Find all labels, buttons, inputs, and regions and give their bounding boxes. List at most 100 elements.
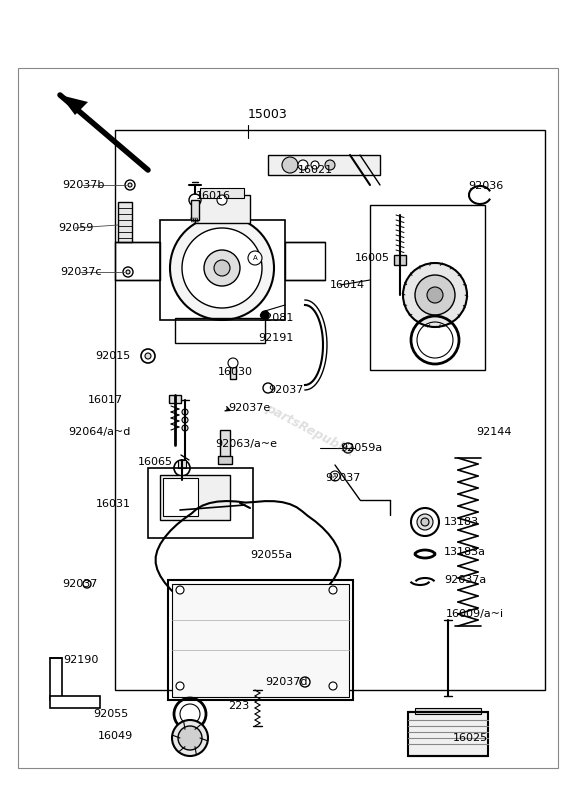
Bar bbox=[115, 242, 160, 280]
Bar bbox=[178, 460, 186, 468]
Circle shape bbox=[300, 677, 310, 687]
Bar bbox=[200, 188, 244, 198]
Circle shape bbox=[182, 409, 188, 415]
Text: 16030: 16030 bbox=[218, 367, 253, 377]
Bar bbox=[18, 68, 558, 768]
Bar bbox=[50, 696, 100, 708]
Text: 16025: 16025 bbox=[453, 733, 488, 743]
Circle shape bbox=[174, 460, 190, 476]
Circle shape bbox=[427, 287, 443, 303]
Text: 92191: 92191 bbox=[258, 333, 294, 343]
Circle shape bbox=[141, 349, 155, 363]
Circle shape bbox=[217, 195, 227, 205]
Circle shape bbox=[123, 267, 133, 277]
Bar bbox=[218, 456, 232, 464]
Circle shape bbox=[170, 216, 274, 320]
Bar bbox=[415, 708, 481, 714]
Bar bbox=[168, 580, 353, 700]
Text: 16021: 16021 bbox=[298, 165, 333, 175]
Circle shape bbox=[403, 263, 467, 327]
Bar bbox=[169, 395, 181, 403]
Circle shape bbox=[126, 270, 130, 274]
Circle shape bbox=[182, 417, 188, 423]
Text: 13183: 13183 bbox=[444, 517, 479, 527]
Circle shape bbox=[298, 160, 308, 170]
Circle shape bbox=[214, 260, 230, 276]
Bar bbox=[115, 130, 545, 690]
Bar bbox=[175, 318, 265, 343]
Text: 92036: 92036 bbox=[468, 181, 503, 191]
Circle shape bbox=[248, 251, 262, 265]
Circle shape bbox=[311, 161, 319, 169]
Circle shape bbox=[421, 518, 429, 526]
Text: partsRepublik: partsRepublik bbox=[264, 401, 357, 459]
Bar bbox=[394, 255, 406, 265]
Polygon shape bbox=[268, 155, 380, 175]
Text: 92037: 92037 bbox=[325, 473, 360, 483]
Circle shape bbox=[228, 358, 238, 368]
Text: 92081: 92081 bbox=[258, 313, 294, 323]
Circle shape bbox=[330, 471, 340, 481]
Text: 92059a: 92059a bbox=[340, 443, 382, 453]
Circle shape bbox=[182, 425, 188, 431]
Polygon shape bbox=[60, 95, 88, 115]
Text: 16031: 16031 bbox=[96, 499, 131, 509]
Text: 16014: 16014 bbox=[330, 280, 365, 290]
Circle shape bbox=[325, 160, 335, 170]
Circle shape bbox=[263, 383, 273, 393]
Bar bbox=[191, 200, 199, 220]
Circle shape bbox=[329, 586, 337, 594]
Text: 16009/a~i: 16009/a~i bbox=[446, 609, 504, 619]
Text: 92037: 92037 bbox=[268, 385, 303, 395]
Text: 92037b: 92037b bbox=[62, 180, 105, 190]
Text: A: A bbox=[253, 255, 257, 261]
Bar bbox=[285, 242, 325, 280]
Circle shape bbox=[189, 194, 201, 206]
Bar bbox=[230, 365, 236, 379]
Text: 92064/a~d: 92064/a~d bbox=[68, 427, 131, 437]
Circle shape bbox=[415, 275, 455, 315]
Circle shape bbox=[172, 720, 208, 756]
Bar bbox=[148, 468, 253, 538]
Circle shape bbox=[261, 311, 269, 319]
Circle shape bbox=[125, 180, 135, 190]
Text: 92037d: 92037d bbox=[265, 677, 307, 687]
Bar bbox=[160, 220, 285, 320]
Circle shape bbox=[411, 508, 439, 536]
Circle shape bbox=[145, 353, 151, 359]
Text: 223: 223 bbox=[228, 701, 249, 711]
Bar bbox=[172, 584, 349, 697]
Text: 16005: 16005 bbox=[355, 253, 390, 263]
Text: 92063/a~e: 92063/a~e bbox=[215, 439, 277, 449]
Text: 13183a: 13183a bbox=[444, 547, 486, 557]
Circle shape bbox=[204, 250, 240, 286]
Circle shape bbox=[128, 183, 132, 187]
Circle shape bbox=[329, 682, 337, 690]
Text: 92037a: 92037a bbox=[444, 575, 486, 585]
Text: 15003: 15003 bbox=[248, 109, 288, 122]
Text: A: A bbox=[333, 474, 337, 478]
Circle shape bbox=[417, 514, 433, 530]
Text: 16065: 16065 bbox=[138, 457, 173, 467]
Bar bbox=[50, 658, 62, 700]
Text: 92055a: 92055a bbox=[250, 550, 292, 560]
Text: 92190: 92190 bbox=[63, 655, 98, 665]
Text: 16049: 16049 bbox=[98, 731, 134, 741]
Bar bbox=[408, 712, 488, 756]
Text: 16016: 16016 bbox=[196, 191, 231, 201]
Circle shape bbox=[182, 228, 262, 308]
Text: 92055: 92055 bbox=[93, 709, 128, 719]
Circle shape bbox=[343, 443, 353, 453]
Text: 16017: 16017 bbox=[88, 395, 123, 405]
Text: 92015: 92015 bbox=[95, 351, 130, 361]
Bar bbox=[370, 205, 485, 370]
Circle shape bbox=[178, 726, 202, 750]
Bar bbox=[160, 475, 230, 520]
Text: 92059: 92059 bbox=[58, 223, 94, 233]
Circle shape bbox=[83, 580, 91, 588]
Circle shape bbox=[176, 586, 184, 594]
Bar bbox=[220, 430, 230, 458]
Bar bbox=[118, 202, 132, 242]
Bar bbox=[163, 478, 198, 516]
Text: 92037e: 92037e bbox=[228, 403, 271, 413]
